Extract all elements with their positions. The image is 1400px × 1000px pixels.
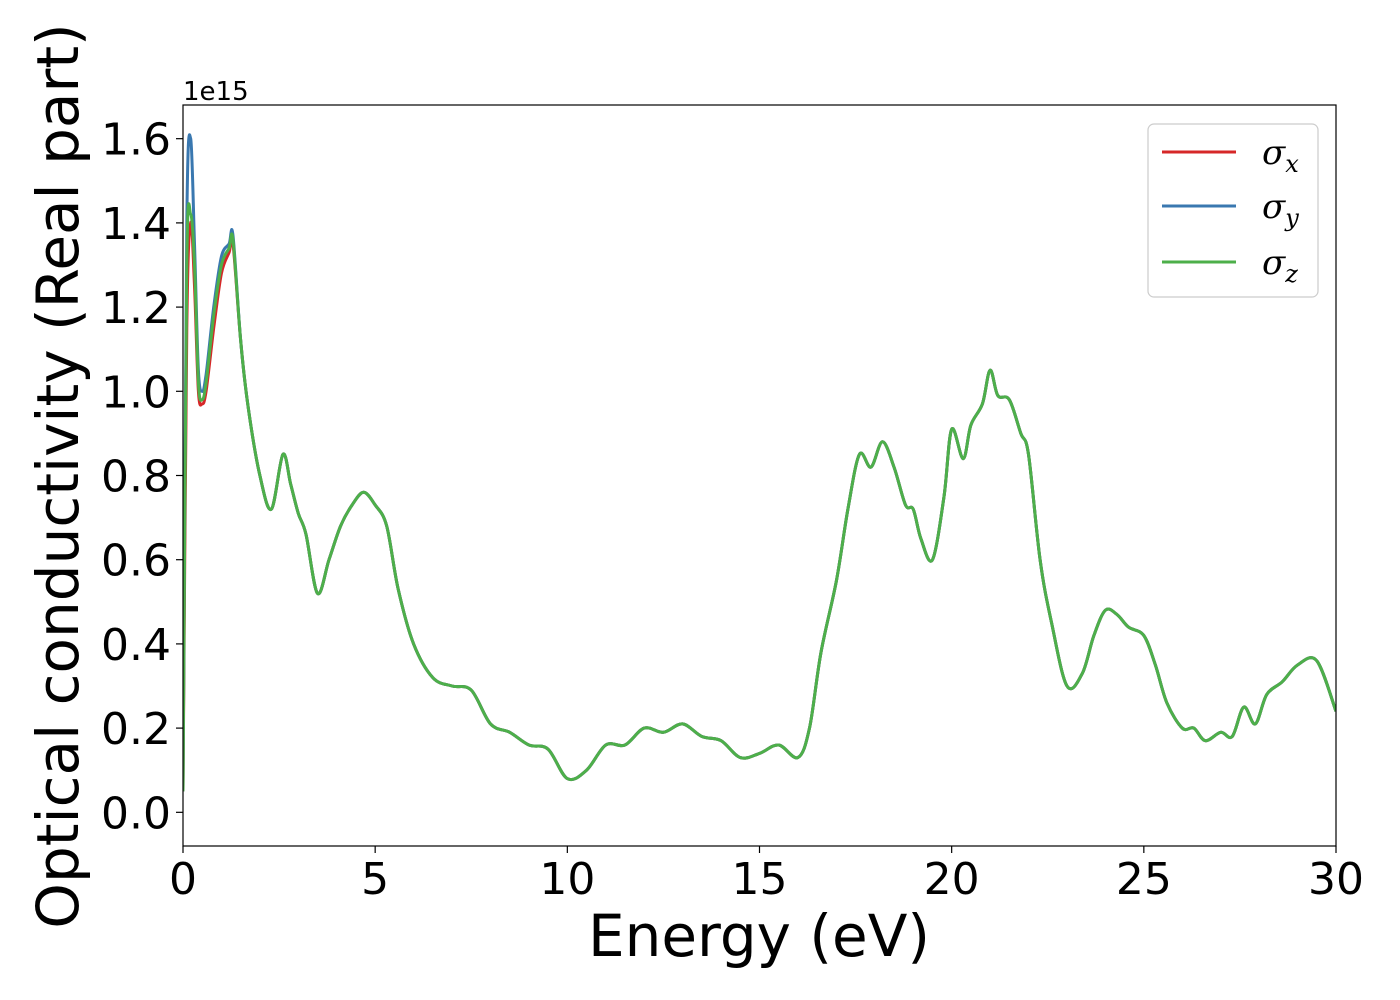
x-tick-label: 0 [169,854,197,905]
x-tick-label: 25 [1116,854,1172,905]
y-tick-label: 0.2 [101,704,171,755]
y-tick-label: 0.8 [101,452,171,503]
series-group [183,133,1336,792]
legend-label-x: σx [1262,133,1299,178]
plot-background [183,105,1336,846]
y-tick-label: 1.4 [101,199,171,250]
series-line-z [183,202,1336,792]
legend-box [1147,123,1319,298]
x-tick-label: 15 [732,854,788,905]
x-axis-label: Energy (eV) [588,902,930,970]
y-tick-label: 0.6 [101,536,171,587]
y-offset-label: 1e15 [183,77,249,107]
y-tick-label: 1.0 [101,367,171,418]
y-tick-label: 0.0 [101,788,171,839]
y-axis-label: Optical conductivity (Real part) [24,23,92,928]
x-axis-ticks: 0 5 10 15 20 25 30 [169,846,1364,905]
y-tick-label: 0.4 [101,620,171,671]
x-tick-label: 20 [924,854,980,905]
legend-label-y: σy [1262,187,1299,232]
x-tick-label: 5 [361,854,389,905]
y-axis-ticks: 0.0 0.2 0.4 0.6 0.8 1.0 1.2 1.4 1.6 [101,115,183,839]
x-tick-label: 30 [1308,854,1364,905]
legend: σx σy σz [1147,123,1319,298]
y-tick-label: 1.2 [101,283,171,334]
legend-label-z: σz [1262,243,1298,288]
y-tick-label: 1.6 [101,115,171,166]
x-tick-label: 10 [539,854,595,905]
